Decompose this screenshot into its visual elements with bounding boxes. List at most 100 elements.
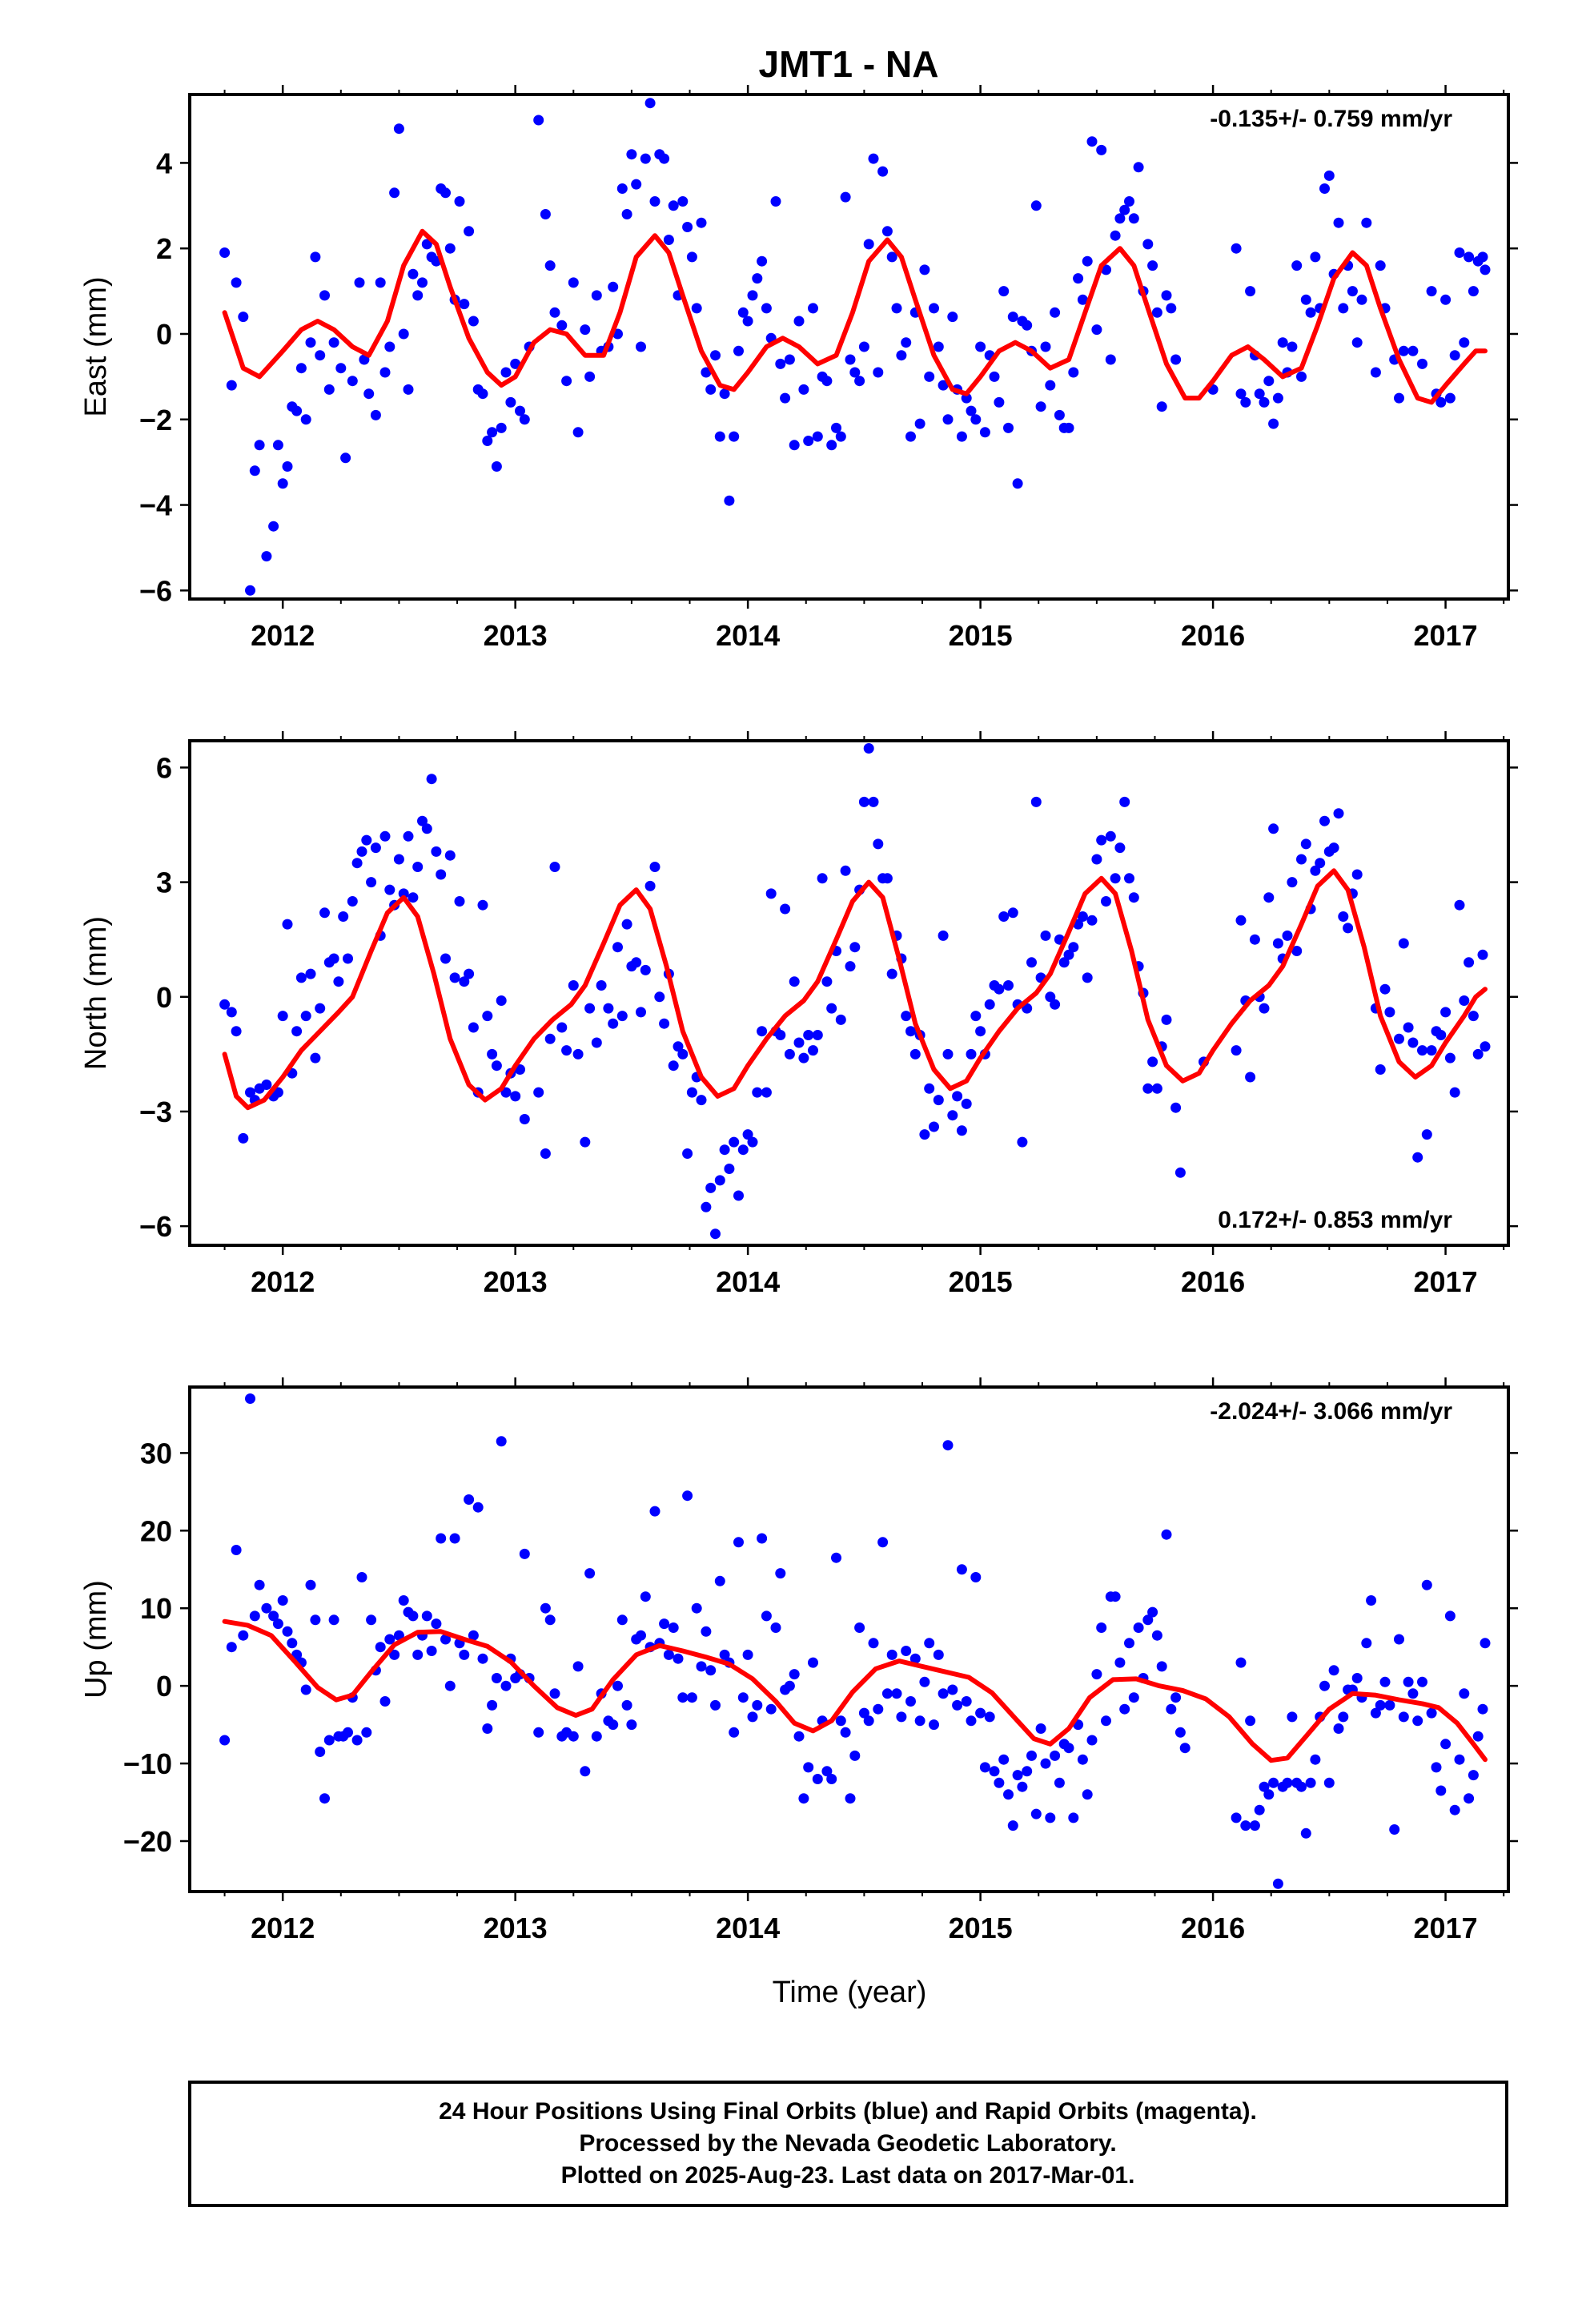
east-data-point [1407, 345, 1419, 356]
east-data-point [1245, 286, 1256, 297]
up-data-point [482, 1723, 493, 1734]
east-data-point [1073, 273, 1084, 284]
up-data-point [719, 1649, 730, 1660]
north-data-point [1426, 1045, 1437, 1056]
north-y-tick-label: 3 [156, 866, 172, 899]
up-data-point [682, 1490, 693, 1502]
up-data-point [1091, 1669, 1102, 1680]
north-data-point [519, 1114, 530, 1124]
north-data-point [347, 896, 358, 907]
north-data-point [840, 865, 851, 876]
north-data-point [591, 1037, 602, 1048]
north-data-point [803, 1030, 814, 1040]
east-data-point [412, 290, 424, 301]
east-data-point [1347, 286, 1358, 297]
up-data-point [1166, 1703, 1177, 1715]
east-data-point [226, 380, 237, 391]
north-data-point [277, 1011, 288, 1022]
up-data-point [1384, 1699, 1395, 1711]
east-data-point [682, 222, 693, 232]
east-data-point [510, 358, 521, 369]
up-data-point [1235, 1657, 1247, 1668]
east-data-point [1361, 217, 1372, 228]
up-data-point [873, 1703, 884, 1715]
up-panel: 2012 2013 2014 2015 2016 2017 −20 −10 0 10 20 30 Up … [79, 1377, 1518, 1944]
up-data-point [1272, 1878, 1283, 1889]
north-data-point [384, 884, 396, 895]
east-data-point [929, 303, 939, 314]
up-data-point [1379, 1676, 1391, 1687]
up-data-point [356, 1572, 367, 1582]
up-data-point [226, 1642, 237, 1653]
north-data-point [556, 1022, 568, 1033]
north-data-point [1351, 869, 1363, 880]
east-y-tick-label: 4 [156, 147, 172, 179]
north-data-point [909, 1048, 921, 1059]
east-data-point [770, 196, 781, 207]
north-data-point [659, 1018, 670, 1029]
up-data-point [1431, 1762, 1442, 1773]
up-data-point [905, 1696, 916, 1707]
up-data-point [1319, 1680, 1330, 1691]
up-data-point [487, 1699, 498, 1711]
east-data-point [891, 303, 902, 314]
east-data-point [775, 358, 786, 369]
up-data-point [1082, 1789, 1093, 1800]
east-data-point [803, 436, 814, 446]
up-data-point [938, 1688, 949, 1699]
up-data-point [1054, 1777, 1065, 1788]
footer-line-2: Processed by the Nevada Geodetic Laborat… [579, 2130, 1116, 2157]
north-data-point [929, 1121, 939, 1132]
up-data-point [1468, 1770, 1479, 1781]
north-data-point [701, 1201, 712, 1212]
east-data-point [1007, 312, 1018, 323]
up-y-tick-label: 30 [140, 1437, 172, 1470]
up-data-point [640, 1591, 651, 1602]
up-data-point [496, 1436, 507, 1447]
east-data-point [249, 465, 260, 476]
up-data-point [287, 1638, 298, 1649]
up-data-point [929, 1719, 939, 1731]
north-data-point [835, 1014, 846, 1025]
up-data-point [891, 1688, 902, 1699]
north-data-point [1375, 1064, 1386, 1075]
up-data-point [568, 1731, 579, 1742]
up-data-point [449, 1533, 460, 1544]
east-x-tick-label: 2015 [949, 619, 1013, 652]
north-data-point [1045, 991, 1056, 1003]
north-data-point [1082, 972, 1093, 983]
north-data-point [1328, 842, 1339, 854]
north-data-point [1480, 1041, 1491, 1052]
east-data-point [408, 268, 419, 279]
east-data-point [649, 196, 661, 207]
north-data-point [1421, 1129, 1432, 1140]
north-data-point [1050, 999, 1061, 1010]
east-data-point [584, 371, 596, 382]
up-data-point [636, 1630, 646, 1641]
up-data-point [375, 1642, 386, 1653]
north-data-point [310, 1052, 321, 1063]
east-data-point [896, 350, 907, 361]
north-data-point [561, 1045, 572, 1056]
north-data-point [873, 838, 884, 850]
up-data-point [1444, 1610, 1456, 1622]
north-data-point [998, 911, 1010, 922]
up-data-point [1464, 1793, 1475, 1804]
up-data-point [1003, 1789, 1014, 1800]
north-data-point [328, 953, 339, 964]
east-data-point [544, 260, 556, 271]
east-data-point [919, 264, 930, 275]
east-data-point [1268, 418, 1279, 429]
north-data-point [812, 1030, 823, 1040]
north-data-point [1170, 1102, 1182, 1113]
east-data-point [305, 337, 316, 348]
east-data-point [729, 431, 740, 442]
east-data-point [533, 115, 544, 126]
east-data-point [295, 363, 307, 374]
up-data-point [1110, 1591, 1121, 1602]
north-data-point [612, 942, 623, 953]
east-data-point [1259, 396, 1270, 408]
north-data-point [616, 1011, 628, 1022]
north-data-point [1449, 1087, 1460, 1098]
